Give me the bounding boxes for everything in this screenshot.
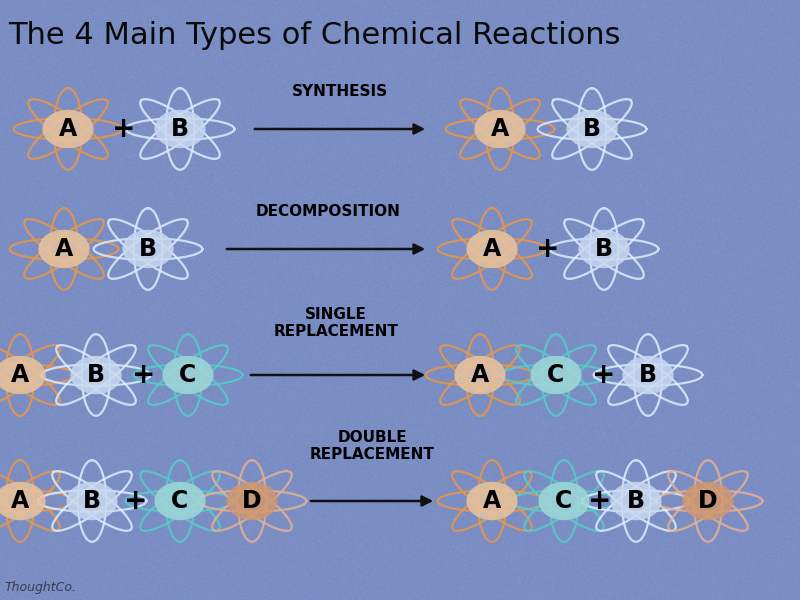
Text: SINGLE
REPLACEMENT: SINGLE REPLACEMENT [274,307,398,339]
Text: C: C [547,363,565,387]
Circle shape [682,482,734,520]
Text: +: + [124,487,148,515]
Circle shape [530,356,582,394]
Circle shape [122,230,174,268]
Text: B: B [583,117,601,141]
Text: C: C [179,363,197,387]
Circle shape [154,110,206,148]
Circle shape [154,482,206,520]
Text: D: D [242,489,262,513]
Text: DOUBLE
REPLACEMENT: DOUBLE REPLACEMENT [310,430,434,462]
Circle shape [466,230,518,268]
Circle shape [70,356,122,394]
Circle shape [42,110,94,148]
Circle shape [454,356,506,394]
Text: +: + [536,235,560,263]
Text: B: B [639,363,657,387]
Text: A: A [491,117,509,141]
Text: A: A [11,489,29,513]
Circle shape [610,482,662,520]
Text: B: B [87,363,105,387]
Circle shape [66,482,118,520]
Text: D: D [698,489,718,513]
Text: A: A [11,363,29,387]
Circle shape [0,482,46,520]
Text: B: B [171,117,189,141]
Text: +: + [132,361,156,389]
Circle shape [566,110,618,148]
Circle shape [578,230,630,268]
Circle shape [0,356,46,394]
Text: +: + [112,115,136,143]
Circle shape [38,230,90,268]
Text: A: A [55,237,73,261]
Text: C: C [555,489,573,513]
Circle shape [538,482,590,520]
Circle shape [622,356,674,394]
Text: SYNTHESIS: SYNTHESIS [292,84,388,99]
Text: +: + [592,361,616,389]
Text: B: B [595,237,613,261]
Circle shape [162,356,214,394]
Text: +: + [588,487,612,515]
Circle shape [466,482,518,520]
Text: DECOMPOSITION: DECOMPOSITION [255,204,401,219]
Text: A: A [59,117,77,141]
Text: C: C [171,489,189,513]
Text: B: B [139,237,157,261]
Text: A: A [483,489,501,513]
Text: A: A [471,363,489,387]
Text: The 4 Main Types of Chemical Reactions: The 4 Main Types of Chemical Reactions [8,21,621,50]
Circle shape [474,110,526,148]
Circle shape [226,482,278,520]
Text: ThoughtCo.: ThoughtCo. [4,581,76,594]
Text: A: A [483,237,501,261]
Text: B: B [627,489,645,513]
Text: B: B [83,489,101,513]
